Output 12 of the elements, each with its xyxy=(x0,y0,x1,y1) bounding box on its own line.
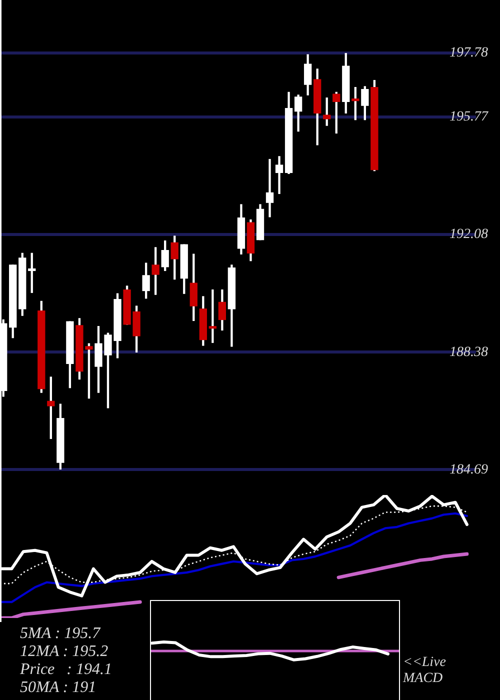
candlestick xyxy=(266,158,274,218)
text: 12MA : 195.2 xyxy=(20,643,108,661)
y-tick-label: 188.38 xyxy=(450,344,488,360)
y-tick-label: 184.69 xyxy=(450,462,488,478)
y-tick-label: 192.08 xyxy=(450,227,488,242)
y-tick-label: 197.78 xyxy=(450,46,488,61)
text: 50MA : 191 xyxy=(20,679,96,697)
text: <<Live MACD xyxy=(403,655,447,687)
candlestick xyxy=(275,156,284,194)
text: 5MA : 195.7 xyxy=(20,625,100,643)
text: Price : 194.1 xyxy=(20,661,112,679)
y-tick-label: 195.77 xyxy=(450,110,489,125)
